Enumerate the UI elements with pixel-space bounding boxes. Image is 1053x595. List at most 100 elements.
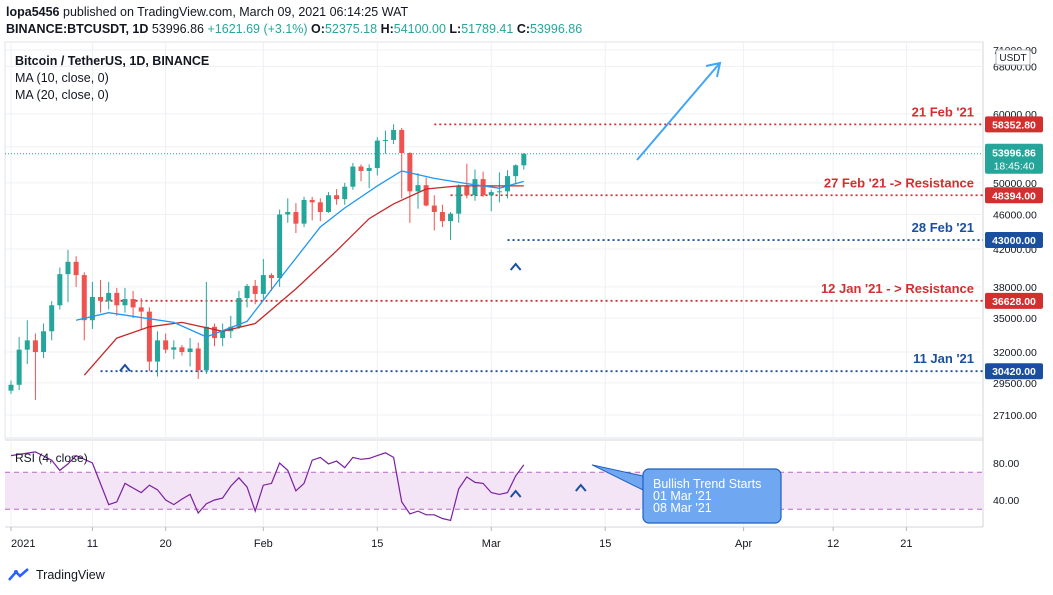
candle-body: [8, 384, 14, 391]
level-badge: [985, 187, 1043, 204]
candle-body: [382, 139, 388, 141]
price-tick-label: 35000.00: [993, 313, 1037, 325]
high-value: 54100.00: [393, 22, 446, 36]
candle-body: [106, 292, 112, 301]
footer-brand[interactable]: TradingView: [8, 568, 105, 582]
currency-badge: [995, 49, 1031, 66]
candle-body: [472, 179, 478, 196]
published-text: published on TradingView.com, March 09, …: [63, 5, 409, 19]
candle-body: [81, 275, 87, 321]
level-label: 27 Feb '21 -> Resistance: [824, 175, 974, 190]
candle-body: [285, 212, 291, 215]
candle-body: [252, 285, 258, 294]
price-tick-label: 27100.00: [993, 410, 1037, 422]
price-tick-label: 46000.00: [993, 209, 1037, 221]
level-badge-text: 58352.80: [992, 119, 1036, 131]
callout-box: [642, 468, 782, 524]
x-tick-label: 21: [900, 538, 912, 550]
candle-body: [49, 305, 55, 332]
x-tick-label: Mar: [482, 538, 501, 550]
x-tick-label: 12: [827, 538, 839, 550]
current-price-badge: [985, 143, 1043, 174]
callout-text: 08 Mar '21: [653, 501, 712, 515]
rsi-line: [10, 451, 525, 522]
candle-body: [366, 168, 372, 171]
candle-body: [423, 185, 429, 206]
change-value: +1621.69 (+3.1%): [207, 22, 308, 36]
ma20-line: [83, 185, 524, 376]
candle-body: [195, 348, 201, 371]
level-badge: [985, 292, 1043, 309]
candle-body: [73, 261, 79, 276]
legend-ma20: MA (20, close, 0): [15, 88, 109, 102]
level-badge: [985, 116, 1043, 133]
candle-body: [187, 348, 193, 353]
legend-ma10: MA (10, close, 0): [15, 71, 109, 85]
tradingview-logo-icon: [8, 568, 29, 581]
level-badge-text: 43000.00: [992, 235, 1036, 247]
level-badge-text: 36628.00: [992, 296, 1036, 308]
candle-body: [244, 285, 250, 299]
candle-body: [317, 202, 323, 213]
price-tick-label: 32000.00: [993, 347, 1037, 359]
close-value: 53996.86: [530, 22, 583, 36]
candle-body: [155, 340, 161, 362]
open-value: 52375.18: [324, 22, 378, 36]
level-label: 21 Feb '21: [912, 104, 974, 119]
x-tick-label: Feb: [254, 538, 273, 550]
candle-body: [505, 176, 511, 192]
x-tick-label: 15: [599, 538, 611, 550]
candle-body: [138, 307, 144, 312]
support-marker-icon: [119, 363, 131, 372]
candle-body: [464, 185, 470, 196]
price-tick-label: 50000.00: [993, 178, 1037, 190]
rsi-marker-icon: [509, 489, 522, 498]
ohlc-header: BINANCE:BTCUSDT, 1D 53996.86 +1621.69 (+…: [6, 22, 582, 36]
x-tick-label: 15: [371, 538, 383, 550]
candle-body: [89, 296, 95, 321]
level-badge-text: 48394.00: [992, 190, 1036, 202]
candle-body: [212, 326, 217, 339]
candle-body: [350, 166, 356, 187]
candle-body: [334, 195, 340, 200]
candle-body: [146, 311, 152, 362]
candle-body: [496, 191, 502, 193]
rsi-marker-icon: [575, 483, 587, 492]
rsi-tick-label: 40.00: [993, 495, 1019, 507]
candle-body: [163, 340, 169, 350]
author-name: lopa5456: [6, 5, 60, 19]
level-label: 12 Jan '21 - > Resistance: [821, 281, 974, 296]
candle-body: [57, 274, 63, 306]
candle-body: [358, 166, 364, 171]
brand-name: TradingView: [36, 568, 105, 582]
candle-body: [114, 292, 120, 306]
symbol-label: BINANCE:BTCUSDT, 1D: [6, 22, 149, 36]
price-tick-label: 38000.00: [993, 282, 1037, 294]
price-tick-label: 29500.00: [993, 378, 1037, 390]
low-label: L:: [449, 22, 462, 36]
legend-title: Bitcoin / TetherUS, 1D, BINANCE: [15, 54, 210, 68]
rsi-tick-label: 80.00: [993, 458, 1019, 470]
candle-body: [65, 261, 71, 275]
trend-arrow-head: [705, 61, 722, 78]
candle-body: [236, 298, 242, 327]
candle-body: [16, 349, 22, 385]
candle-body: [309, 199, 315, 203]
x-tick-label: 11: [87, 538, 98, 550]
candle-body: [293, 212, 299, 224]
candle-body: [480, 179, 486, 196]
high-label: H:: [380, 22, 394, 36]
last-price: 53996.86: [151, 22, 204, 36]
low-value: 51789.41: [461, 22, 514, 36]
candle-body: [415, 185, 421, 192]
candle-body: [342, 186, 348, 200]
candle-body: [122, 299, 128, 306]
candle-body: [301, 199, 307, 224]
rsi-label: RSI (4, close): [15, 451, 88, 465]
candle-body: [203, 326, 209, 371]
x-tick-label: 2021: [11, 538, 35, 550]
rsi-band: [5, 472, 983, 510]
candle-body: [130, 299, 136, 308]
trend-arrow: [636, 63, 720, 161]
